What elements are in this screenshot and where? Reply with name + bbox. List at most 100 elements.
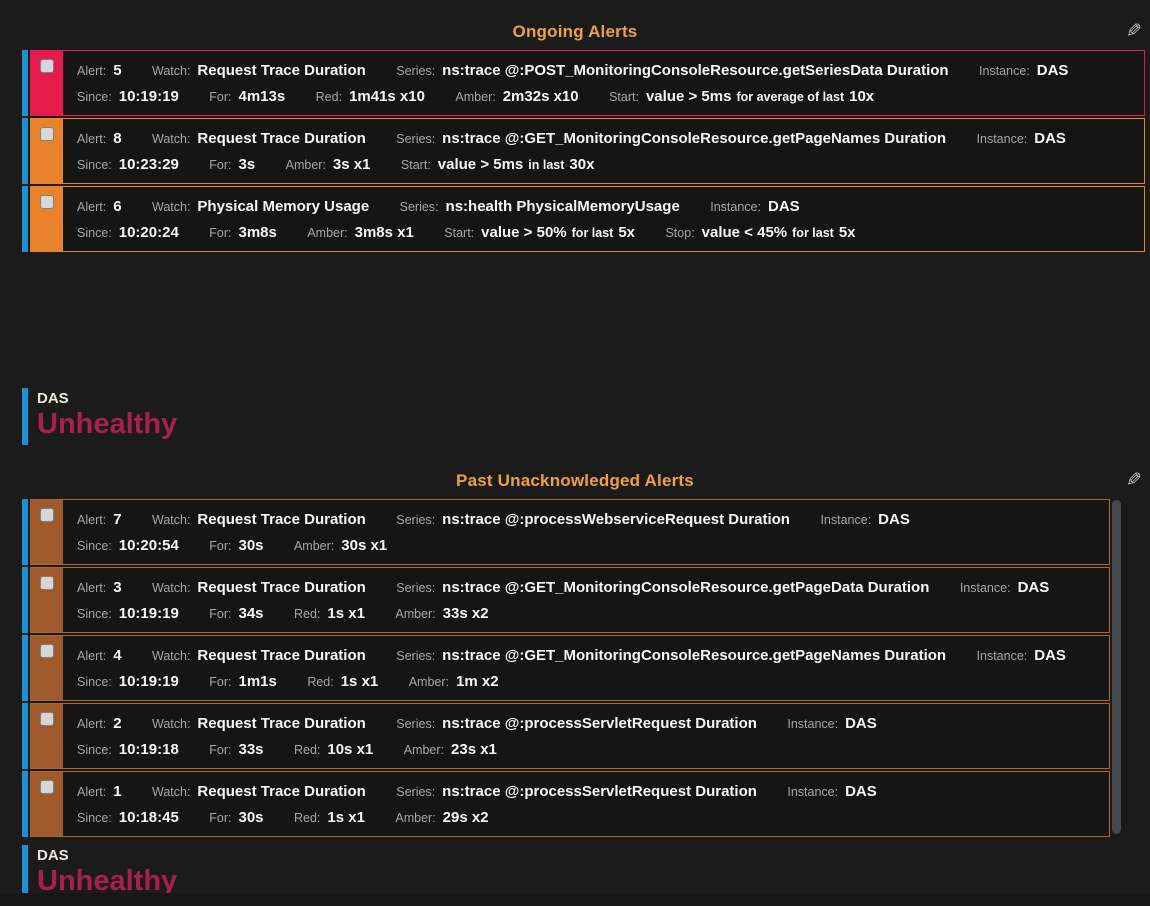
watch-name: Request Trace Duration (197, 62, 366, 79)
red-value: 1s x1 (340, 673, 379, 690)
since-field: Since: 10:19:19 (77, 673, 179, 690)
series-name: ns:trace @:GET_MonitoringConsoleResource… (442, 647, 947, 664)
alert-checkbox[interactable] (40, 576, 54, 590)
alert-number-field: Alert: 5 (77, 62, 122, 79)
since-field: Since: 10:20:54 (77, 537, 179, 554)
instance-color-bar (22, 50, 28, 116)
instance-name: DAS (845, 783, 877, 800)
red-field: Red: 1s x1 (294, 605, 365, 622)
instance-label: Instance: (976, 649, 1028, 663)
amber-field: Amber: 30s x1 (294, 537, 387, 554)
amber-label: Amber: (307, 226, 348, 240)
alert-details: Alert: 2 Watch: Request Trace Duration Ser… (63, 704, 1109, 768)
amber-field: Amber: 1m x2 (409, 673, 499, 690)
for-label: For: (209, 539, 232, 553)
viewport-bottom-strip (0, 893, 1150, 906)
instance-name: DAS (845, 715, 877, 732)
alert-details: Alert: 8 Watch: Request Trace Duration Ser… (63, 119, 1144, 183)
severity-block (31, 772, 63, 836)
for-label: For: (209, 743, 232, 757)
series-label: Series: (396, 581, 436, 595)
start-condition-count: 30x (569, 156, 595, 173)
instance-color-bar (22, 703, 28, 769)
alert-line-2: Since: 10:18:45 For: 30s Red: 1s x1 Amber: 2… (77, 805, 1095, 831)
series-label: Series: (396, 64, 436, 78)
amber-value: 30s x1 (341, 537, 388, 554)
since-label: Since: (77, 811, 112, 825)
ongoing-alerts-header: Ongoing Alerts ✎ (0, 20, 1150, 44)
instance-name: DAS (1034, 130, 1066, 147)
since-label: Since: (77, 539, 112, 553)
series-label: Series: (396, 785, 436, 799)
alert-line-2: Since: 10:19:19 For: 1m1s Red: 1s x1 Amber:… (77, 669, 1095, 695)
alert-label: Alert: (77, 785, 107, 799)
for-field: For: 3s (209, 156, 255, 173)
red-field: Red: 1s x1 (294, 809, 365, 826)
alert-label: Alert: (77, 717, 107, 731)
watch-name: Request Trace Duration (197, 647, 366, 664)
section-title-past: Past Unacknowledged Alerts (456, 471, 694, 490)
vertical-scrollbar-thumb[interactable] (1112, 500, 1121, 834)
instance-name: DAS (878, 511, 910, 528)
edit-pencil-icon[interactable]: ✎ (1126, 470, 1142, 491)
watch-label: Watch: (151, 785, 191, 799)
alert-box: Alert: 1 Watch: Request Trace Duration Ser… (30, 771, 1110, 837)
alert-checkbox[interactable] (40, 508, 54, 522)
alert-details: Alert: 4 Watch: Request Trace Duration Ser… (63, 636, 1109, 700)
red-label: Red: (307, 675, 334, 689)
amber-field: Amber: 29s x2 (395, 809, 488, 826)
instance-label: Instance: (787, 785, 839, 799)
start-condition-count: 10x (849, 88, 875, 105)
past-alerts-header: Past Unacknowledged Alerts ✎ (0, 469, 1150, 493)
alert-line-1: Alert: 2 Watch: Request Trace Duration Ser… (77, 711, 1095, 737)
instance-field: Instance: DAS (979, 62, 1068, 79)
alert-box: Alert: 8 Watch: Request Trace Duration Ser… (30, 118, 1145, 184)
instance-label: Instance: (959, 581, 1011, 595)
since-label: Since: (77, 607, 112, 621)
alert-checkbox[interactable] (40, 59, 54, 73)
instance-name: DAS (1036, 62, 1069, 79)
for-field: For: 4m13s (209, 88, 285, 105)
instance-label: Instance: (710, 200, 761, 214)
alert-number: 3 (113, 579, 122, 596)
edit-pencil-icon[interactable]: ✎ (1126, 21, 1142, 42)
alert-line-1: Alert: 8 Watch: Request Trace Duration Ser… (77, 126, 1130, 152)
alert-number-field: Alert: 1 (77, 783, 122, 800)
since-field: Since: 10:19:19 (77, 88, 179, 105)
series-field: Series: ns:trace @:processServletRequest … (396, 715, 757, 732)
series-name: ns:trace @:processWebserviceRequest Dura… (442, 511, 790, 528)
alert-line-2: Since: 10:19:19 For: 34s Red: 1s x1 Amber: 3… (77, 601, 1095, 627)
watch-name: Request Trace Duration (197, 511, 366, 528)
alert-details: Alert: 5 Watch: Request Trace Duration Ser… (63, 51, 1144, 115)
alert-row: Alert: 4 Watch: Request Trace Duration Ser… (22, 635, 1110, 701)
watch-name: Request Trace Duration (197, 715, 366, 732)
start-condition-qualifier: for last (571, 226, 614, 240)
alert-checkbox[interactable] (40, 195, 54, 209)
amber-label: Amber: (408, 675, 450, 689)
section-title-ongoing: Ongoing Alerts (512, 22, 638, 41)
red-value: 10s x1 (327, 741, 374, 758)
amber-label: Amber: (403, 743, 445, 757)
alert-box: Alert: 4 Watch: Request Trace Duration Ser… (30, 635, 1110, 701)
alert-box: Alert: 6 Watch: Physical Memory Usage Seri… (30, 186, 1145, 252)
since-time: 10:23:29 (118, 156, 179, 173)
amber-value: 3m8s x1 (354, 224, 414, 241)
since-time: 10:20:54 (118, 537, 179, 554)
series-name: ns:health PhysicalMemoryUsage (445, 198, 680, 215)
watch-name: Request Trace Duration (197, 579, 366, 596)
watch-name: Request Trace Duration (197, 130, 366, 147)
for-label: For: (209, 675, 232, 689)
severity-block (31, 704, 63, 768)
start-label: Start: (400, 158, 431, 172)
series-field: Series: ns:trace @:processWebserviceReque… (396, 511, 790, 528)
alert-line-2: Since: 10:19:18 For: 33s Red: 10s x1 Amber:… (77, 737, 1095, 763)
for-field: For: 3m8s (209, 224, 277, 241)
instance-label: Instance: (787, 717, 839, 731)
start-label: Start: (444, 226, 475, 240)
amber-label: Amber: (395, 811, 436, 825)
alert-checkbox[interactable] (40, 644, 54, 658)
alert-checkbox[interactable] (40, 127, 54, 141)
amber-value: 3s x1 (332, 156, 371, 173)
alert-checkbox[interactable] (40, 712, 54, 726)
alert-checkbox[interactable] (40, 780, 54, 794)
